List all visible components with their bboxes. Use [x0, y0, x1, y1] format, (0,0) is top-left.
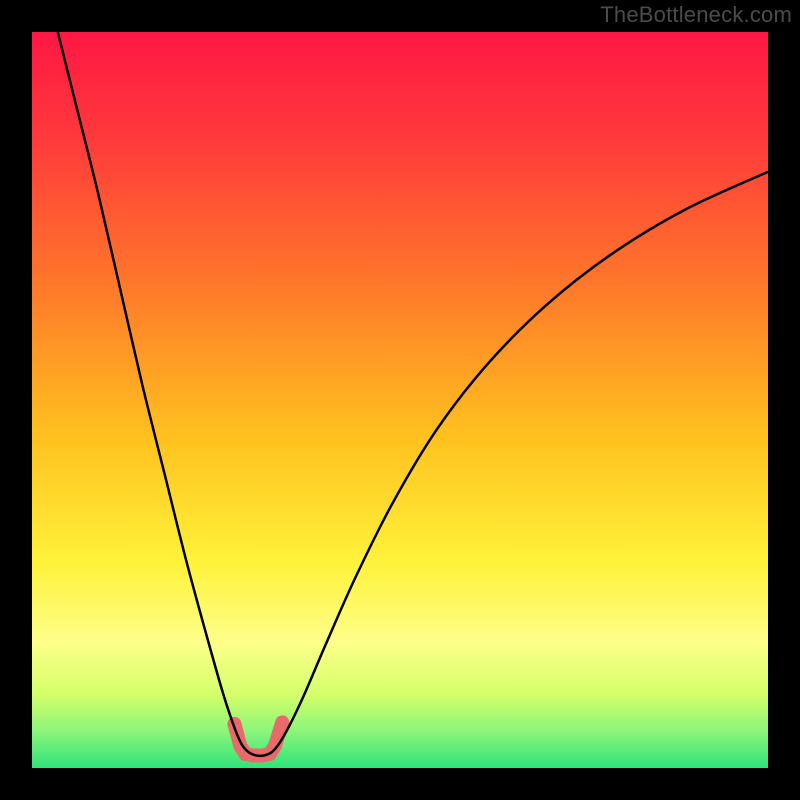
bottleneck-chart: [0, 0, 800, 800]
chart-container: TheBottleneck.com: [0, 0, 800, 800]
watermark-text: TheBottleneck.com: [600, 2, 792, 28]
gradient-background: [32, 32, 768, 768]
